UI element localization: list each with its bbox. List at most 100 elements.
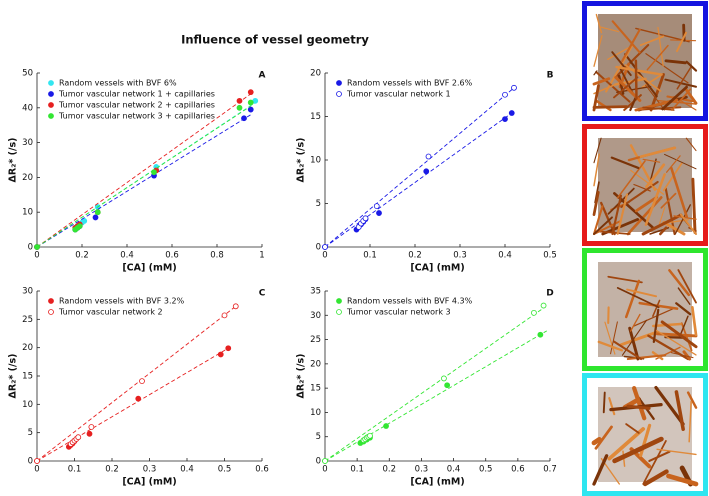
vessel [616, 287, 660, 309]
data-point [236, 104, 243, 111]
vessel [657, 26, 664, 67]
y-tick-label: 15 [310, 112, 321, 122]
legend-marker [48, 113, 54, 119]
vessel [642, 469, 669, 487]
panel-label: C [259, 289, 266, 299]
fit-line [324, 307, 544, 462]
vessel [691, 177, 697, 234]
vessel [674, 204, 691, 235]
y-tick-label: 20 [310, 69, 321, 79]
data-point [92, 214, 99, 221]
vessel [592, 77, 611, 86]
vessel [613, 340, 643, 361]
vessel [639, 146, 677, 158]
data-point [423, 168, 430, 175]
data-point [540, 302, 547, 309]
vessel [671, 88, 692, 111]
data-point [383, 423, 389, 429]
panel-label: D [546, 289, 553, 299]
y-tick-label: 30 [22, 287, 33, 297]
data-point [247, 89, 254, 96]
vessel [608, 397, 616, 416]
vessel [626, 404, 651, 410]
vessel [645, 163, 666, 189]
vessel [654, 385, 685, 426]
vessel [670, 352, 694, 359]
vessel [645, 53, 689, 84]
vessel [676, 31, 687, 53]
vessel [593, 153, 601, 187]
vessel [626, 288, 658, 298]
x-tick-label: 0 [34, 465, 39, 475]
x-tick-label: 0.3 [415, 465, 429, 475]
legend-label: Random vessels with BVF 4.3% [347, 297, 473, 306]
vessel [595, 70, 631, 103]
x-tick-label: 0.4 [447, 465, 461, 475]
vessel [648, 450, 671, 463]
x-axis-label: [CA] (mM) [122, 263, 176, 274]
vessel [655, 329, 697, 356]
data-point [81, 217, 88, 224]
vessel [616, 193, 629, 235]
vessel [660, 192, 677, 209]
data-point [425, 153, 432, 160]
vessel [660, 320, 698, 349]
vessel [619, 330, 659, 347]
vessel [657, 99, 697, 105]
data-point [75, 434, 82, 441]
data-point [247, 106, 254, 113]
data-point [511, 84, 517, 91]
vessel [624, 53, 658, 98]
x-tick-label: 0.7 [543, 465, 557, 475]
data-point [217, 351, 224, 358]
legend-label: Tumor vascular network 2 [58, 308, 163, 317]
data-point [367, 432, 373, 439]
y-axis-label: ΔR₂* (/s) [296, 354, 307, 399]
vessel [592, 190, 600, 216]
data-point [225, 345, 232, 352]
y-tick-label: 30 [310, 311, 321, 321]
vessel [669, 166, 689, 219]
vessel [594, 425, 613, 450]
data-point [537, 331, 544, 338]
x-tick-label: 0.4 [120, 251, 134, 261]
vessel [634, 59, 638, 100]
y-tick-label: 0 [28, 243, 33, 253]
legend-label: Random vessels with BVF 6% [59, 79, 177, 88]
fit-line [324, 112, 513, 248]
y-tick-label: 30 [22, 138, 33, 148]
vessel [658, 206, 666, 226]
x-axis-label: [CA] (mM) [410, 263, 464, 274]
y-tick-label: 0 [316, 243, 321, 253]
vessel [626, 354, 667, 361]
vessel [691, 305, 698, 337]
x-tick-label: 0.5 [218, 465, 232, 475]
vessel [639, 35, 665, 47]
vessel [686, 391, 698, 409]
vessel [638, 301, 679, 310]
x-tick-label: 0.1 [68, 465, 82, 475]
data-point [376, 210, 382, 216]
render-bg [598, 387, 692, 482]
vessel [607, 275, 643, 284]
vessel [644, 173, 666, 226]
vessel [673, 215, 697, 220]
vessel [599, 26, 619, 33]
data-point [232, 303, 239, 310]
vessel [593, 219, 622, 235]
vessel [592, 205, 604, 236]
vessel [630, 169, 665, 195]
y-axis-label: ΔR₂* (/s) [296, 138, 307, 183]
fit-line [36, 347, 229, 462]
vessel [604, 321, 616, 355]
vessel [616, 160, 646, 199]
vessel [611, 20, 641, 54]
data-point [34, 244, 40, 250]
x-tick-label: 0.4 [498, 251, 512, 261]
x-tick-label: 0.1 [363, 251, 377, 261]
x-tick-label: 0.3 [453, 251, 467, 261]
y-tick-label: 0 [316, 457, 321, 467]
x-tick-label: 0.2 [105, 465, 119, 475]
vessel [611, 194, 623, 236]
y-tick-label: 5 [316, 432, 321, 442]
